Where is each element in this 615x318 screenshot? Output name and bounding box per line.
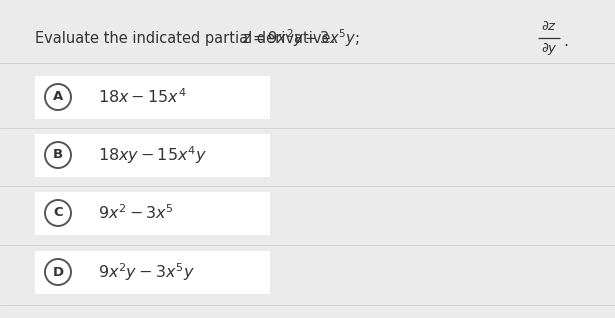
Text: $9x^2-3x^5$: $9x^2-3x^5$ <box>98 204 174 222</box>
Text: C: C <box>53 206 63 219</box>
Text: $18xy-15x^4y$: $18xy-15x^4y$ <box>98 144 207 166</box>
FancyBboxPatch shape <box>35 251 270 294</box>
FancyBboxPatch shape <box>0 185 615 240</box>
Text: A: A <box>53 91 63 103</box>
Text: B: B <box>53 149 63 162</box>
Text: Evaluate the indicated partial derivative.: Evaluate the indicated partial derivativ… <box>35 31 340 45</box>
FancyBboxPatch shape <box>35 75 270 119</box>
Text: $18x-15x^4$: $18x-15x^4$ <box>98 88 186 106</box>
FancyBboxPatch shape <box>0 70 615 125</box>
Text: $z=9x^{2}y-3x^{5}y;$: $z=9x^{2}y-3x^{5}y;$ <box>242 27 360 49</box>
FancyBboxPatch shape <box>35 191 270 234</box>
FancyBboxPatch shape <box>35 134 270 176</box>
Text: D: D <box>52 266 63 279</box>
Text: $\partial y$: $\partial y$ <box>541 41 557 57</box>
Text: $\partial z$: $\partial z$ <box>541 20 557 33</box>
Text: $9x^2y-3x^5y$: $9x^2y-3x^5y$ <box>98 261 195 283</box>
Text: .: . <box>563 34 568 50</box>
FancyBboxPatch shape <box>0 128 615 183</box>
FancyBboxPatch shape <box>0 245 615 300</box>
